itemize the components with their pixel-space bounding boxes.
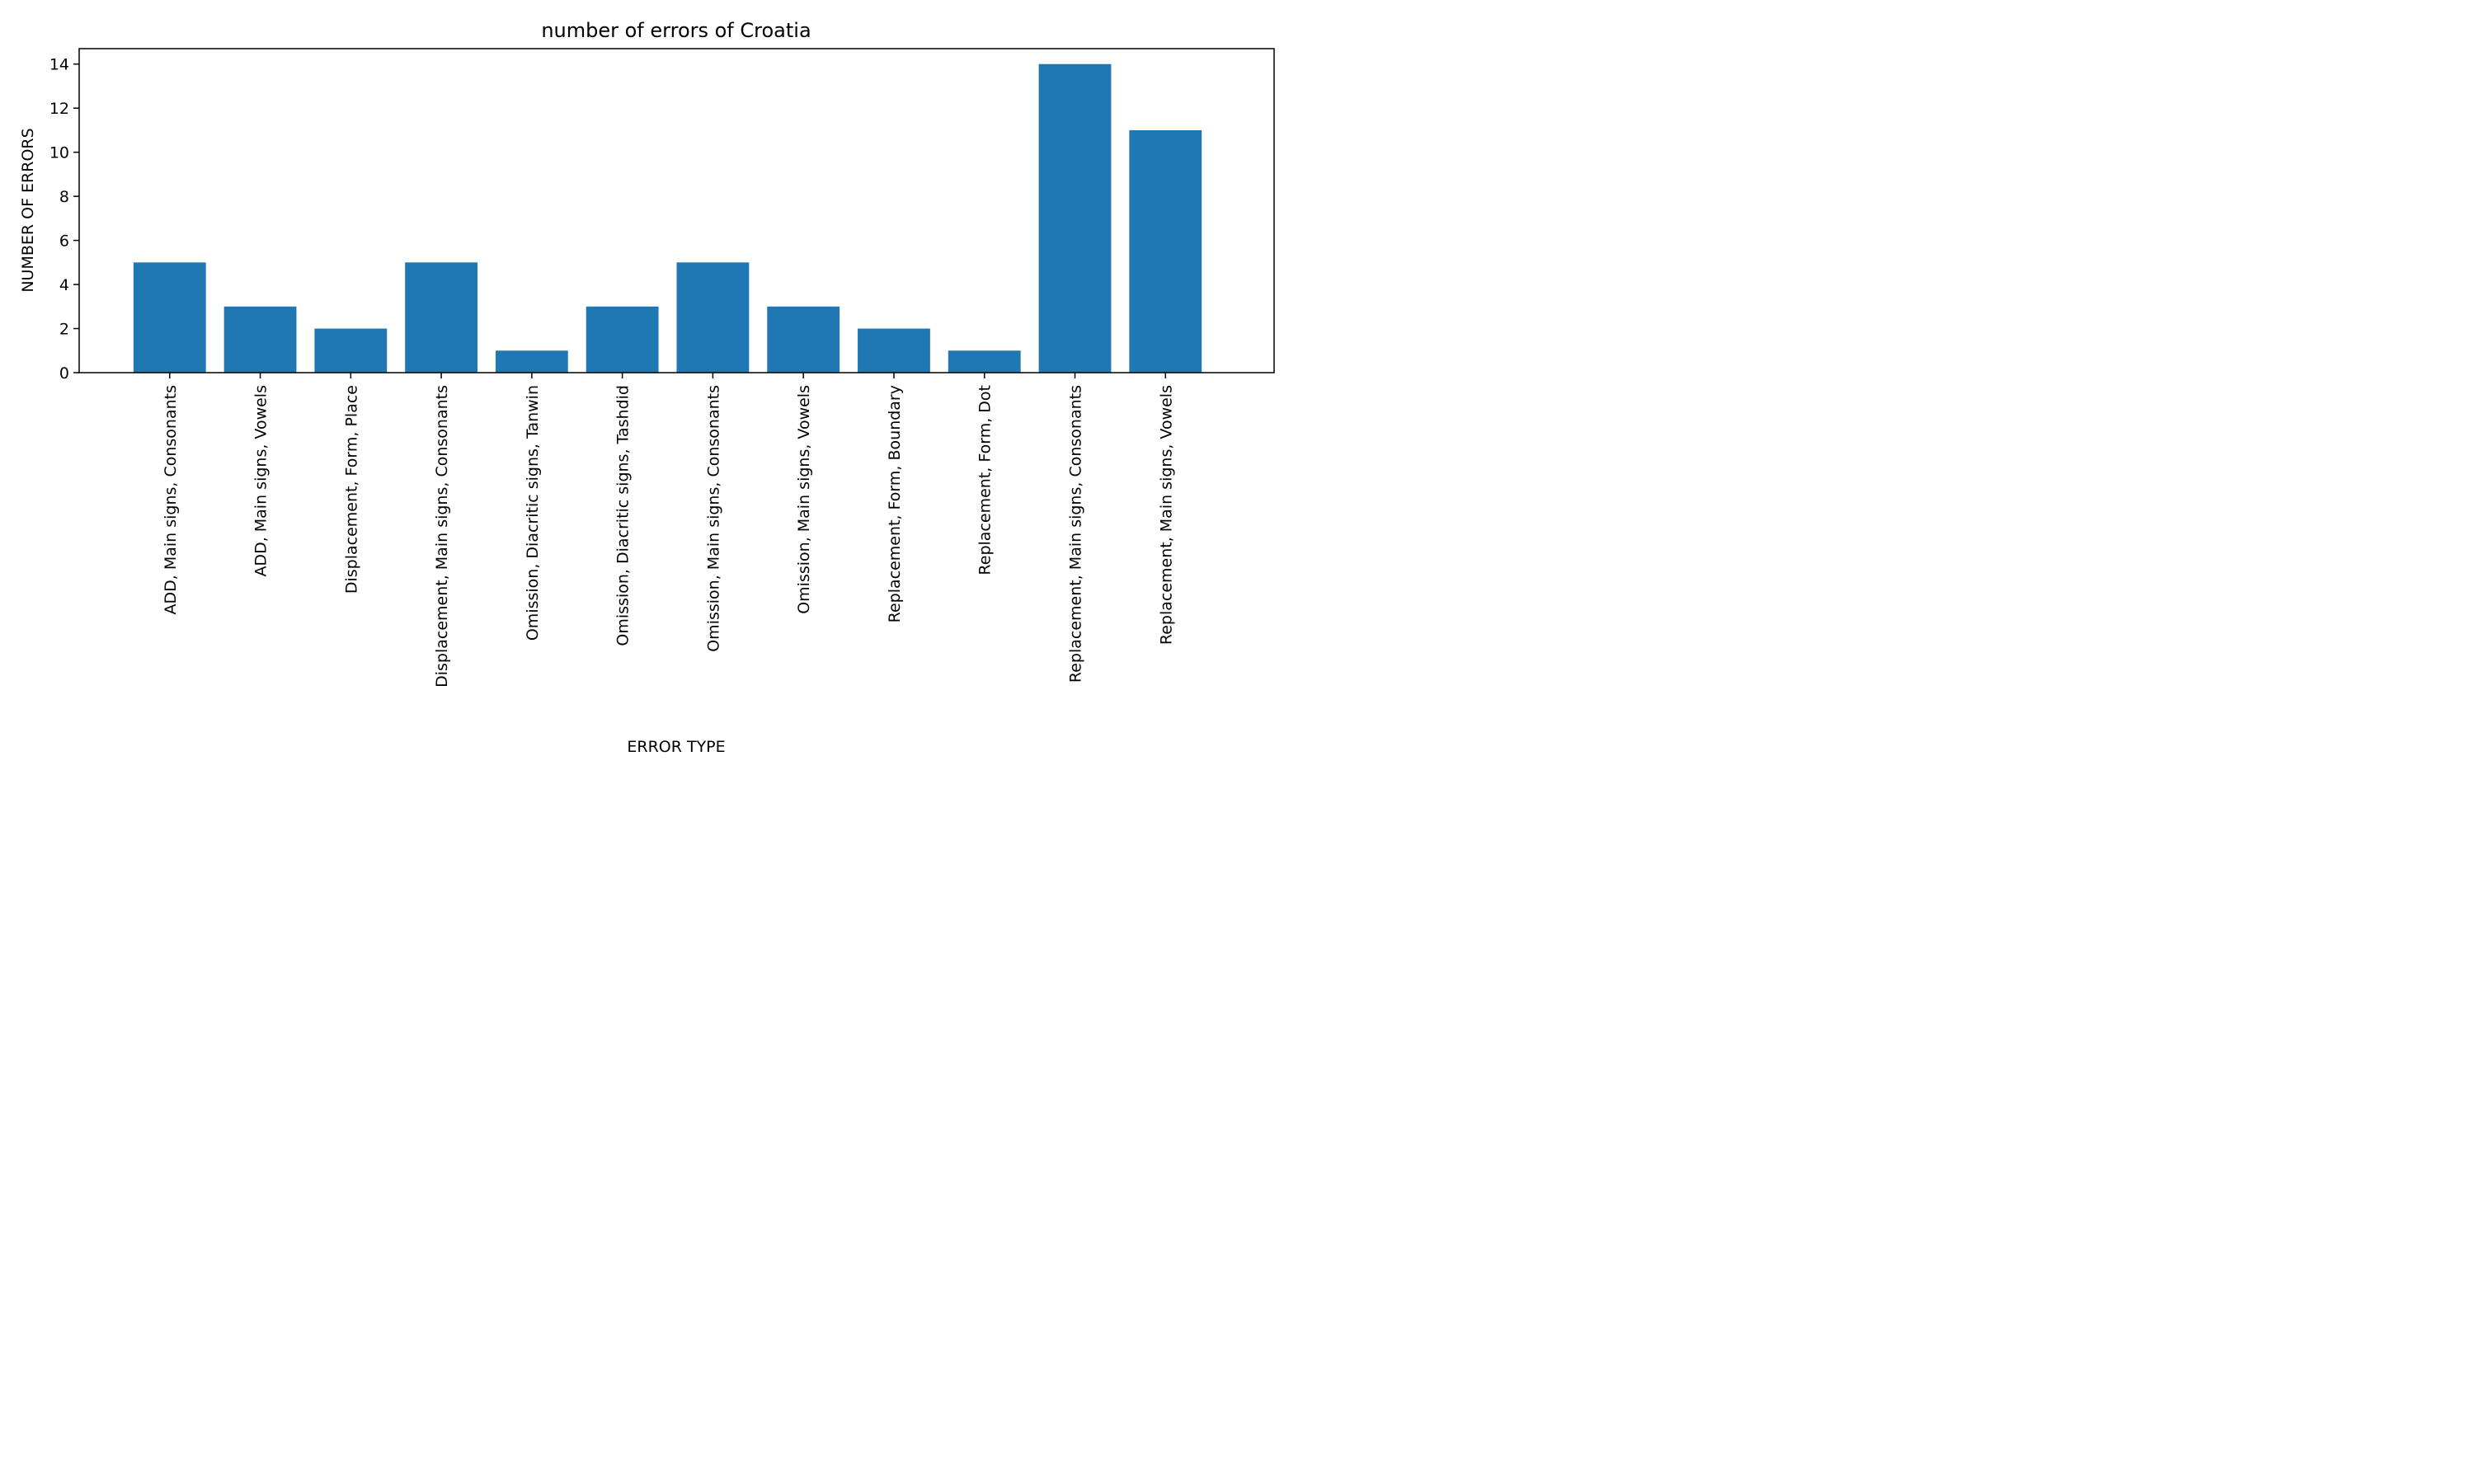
bar-9	[858, 328, 930, 373]
bar-4	[405, 262, 477, 373]
x-axis-label: ERROR TYPE	[627, 738, 725, 756]
plot-frame	[78, 48, 1275, 373]
x-tick-label: Replacement, Main signs, Consonants	[1067, 385, 1085, 683]
y-axis-label: NUMBER OF ERRORS	[19, 128, 37, 292]
bar-2	[223, 306, 297, 373]
x-tick-label: Omission, Main signs, Consonants	[704, 385, 722, 652]
x-tick-label: Replacement, Main signs, Vowels	[1157, 385, 1175, 645]
x-tick-label: Replacement, Form, Boundary	[886, 385, 904, 622]
y-tick-label: 14	[49, 56, 69, 74]
y-tick-label: 6	[59, 232, 69, 251]
bar-7	[676, 262, 750, 373]
x-tick-label: Omission, Diacritic signs, Tanwin	[524, 385, 542, 641]
y-tick-label: 4	[59, 276, 69, 294]
y-tick-label: 2	[59, 321, 69, 339]
bars-group	[133, 63, 1202, 373]
bar-5	[495, 350, 568, 373]
bar-11	[1038, 63, 1112, 373]
bar-8	[767, 306, 840, 373]
bar-6	[586, 306, 659, 373]
x-tick-label: ADD, Main signs, Vowels	[252, 385, 270, 577]
x-tick-label: Displacement, Main signs, Consonants	[433, 385, 451, 688]
x-tick-label: Omission, Diacritic signs, Tashdid	[614, 385, 633, 646]
bar-10	[948, 350, 1021, 373]
chart-title: number of errors of Croatia	[541, 19, 811, 42]
bar-3	[314, 328, 388, 373]
bar-1	[133, 262, 206, 373]
bar-chart: number of errors of Croatia 02468101214 …	[19, 19, 1275, 756]
y-tick-label: 10	[49, 144, 69, 162]
x-tick-label: ADD, Main signs, Consonants	[162, 385, 180, 615]
x-tick-label: Replacement, Form, Dot	[976, 385, 995, 575]
x-tick-label: Displacement, Form, Place	[342, 385, 360, 594]
y-tick-label: 8	[59, 188, 69, 206]
bar-12	[1129, 129, 1202, 373]
y-tick-label: 0	[59, 364, 69, 383]
x-tick-label: Omission, Main signs, Vowels	[795, 385, 813, 614]
y-tick-label: 12	[49, 100, 69, 118]
x-axis-ticks: ADD, Main signs, Consonants ADD, Main sig…	[162, 373, 1175, 688]
y-axis-ticks: 0 2 4 6 8 10 12 14	[49, 56, 79, 383]
